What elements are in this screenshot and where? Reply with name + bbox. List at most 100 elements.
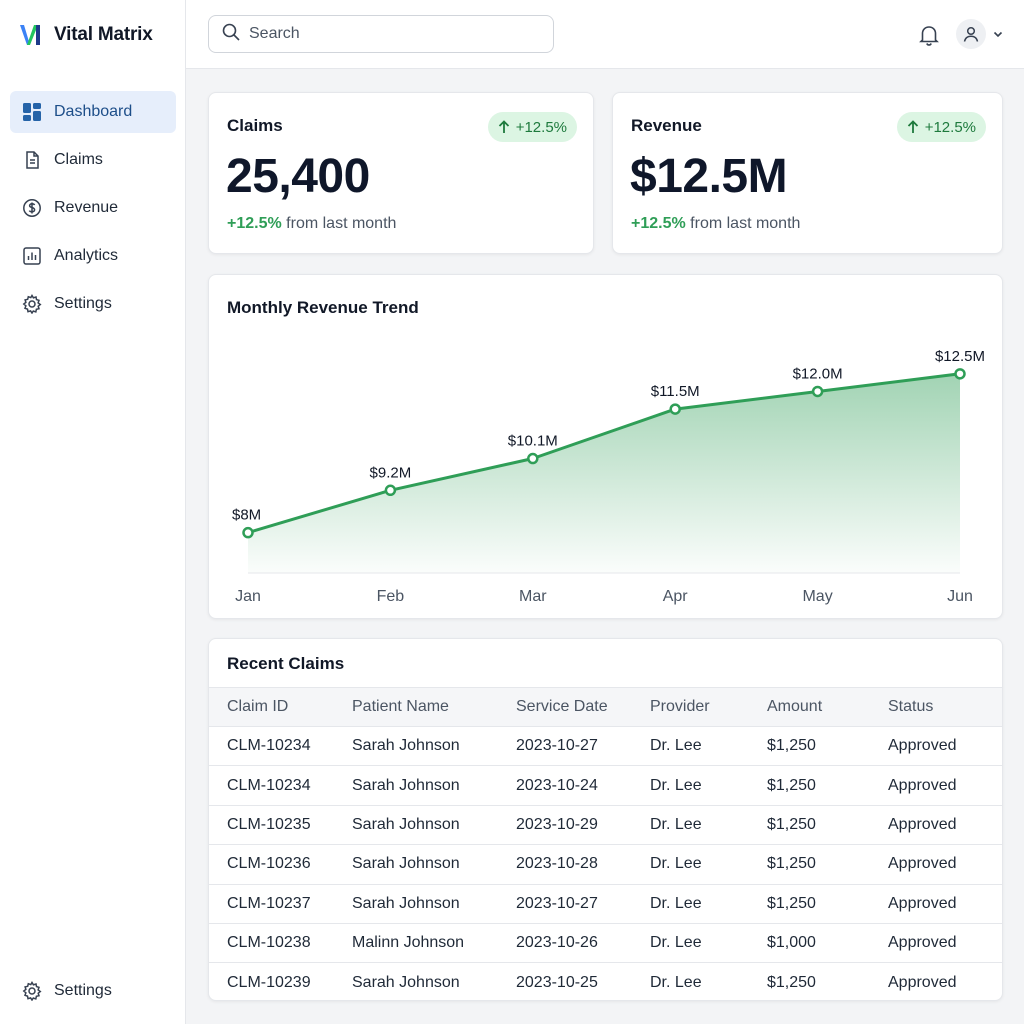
cell-service-date: 2023-10-29 <box>516 815 598 833</box>
data-label-may: $12.0M <box>793 365 843 382</box>
cell-amount: $1,250 <box>767 973 816 991</box>
sidebar-item-dashboard[interactable]: Dashboard <box>10 91 176 133</box>
brand[interactable]: Vital Matrix <box>18 20 153 50</box>
kpi-change-value: +12.5% <box>631 215 686 232</box>
cell-provider: Dr. Lee <box>650 815 702 833</box>
cell-amount: $1,250 <box>767 894 816 912</box>
gear-icon <box>22 981 42 1001</box>
arrow-up-icon <box>907 120 918 133</box>
cell-provider: Dr. Lee <box>650 973 702 991</box>
sidebar-item-analytics[interactable]: Analytics <box>10 235 176 277</box>
bell-icon[interactable] <box>916 22 942 48</box>
cell-claim-id: CLM-10237 <box>227 894 311 912</box>
chevron-down-icon <box>993 31 1003 38</box>
revenue-trend-card: Monthly Revenue Trend $8M Jan $9.2M Feb $10.… <box>208 274 1003 619</box>
column-header-status[interactable]: Status <box>888 698 934 715</box>
arrow-up-icon <box>498 120 509 133</box>
data-label-mar: $10.1M <box>508 433 558 450</box>
x-tick-label-mar: Mar <box>519 588 547 605</box>
sidebar-item-revenue[interactable]: Revenue <box>10 187 176 229</box>
kpi-change-value: +12.5% <box>227 215 282 232</box>
cell-status: Approved <box>888 894 957 912</box>
cell-status: Approved <box>888 815 957 833</box>
kpi-value: $12.5M <box>630 150 788 203</box>
document-icon <box>22 150 42 170</box>
trend-badge: +12.5% <box>487 112 577 142</box>
topbar <box>186 0 1024 69</box>
table-row[interactable]: CLM-10236 Sarah Johnson 2023-10-28 Dr. L… <box>209 845 1002 885</box>
cell-patient-name: Malinn Johnson <box>352 934 465 952</box>
data-label-feb: $9.2M <box>370 464 412 481</box>
sidebar-item-label: Revenue <box>54 199 119 216</box>
data-label-apr: $11.5M <box>651 383 700 400</box>
table-row[interactable]: CLM-10234 Sarah Johnson 2023-10-24 Dr. L… <box>209 766 1002 806</box>
x-tick-label-apr: Apr <box>663 588 689 605</box>
cell-patient-name: Sarah Johnson <box>352 815 460 833</box>
user-icon <box>963 26 979 42</box>
gear-icon <box>22 294 42 314</box>
table-row[interactable]: CLM-10238 Malinn Johnson 2023-10-26 Dr. … <box>209 923 1002 963</box>
cell-provider: Dr. Lee <box>650 737 702 755</box>
trend-badge-value: +12.5% <box>515 118 567 136</box>
trend-badge: +12.5% <box>896 112 986 142</box>
column-header-provider[interactable]: Provider <box>650 698 710 715</box>
kpi-change-suffix: from last month <box>281 215 397 232</box>
chart-title: Monthly Revenue Trend <box>227 298 419 317</box>
cell-amount: $1,250 <box>767 776 816 794</box>
column-header-service-date[interactable]: Service Date <box>516 698 608 715</box>
cell-amount: $1,250 <box>767 815 816 833</box>
cell-service-date: 2023-10-27 <box>516 894 598 912</box>
revenue-area-fill <box>248 373 960 573</box>
column-header-patient-name[interactable]: Patient Name <box>352 698 449 715</box>
x-tick-label-jan: Jan <box>235 588 261 605</box>
cell-patient-name: Sarah Johnson <box>352 855 460 873</box>
search-input[interactable] <box>249 25 539 43</box>
cell-status: Approved <box>888 973 957 991</box>
cell-amount: $1,000 <box>767 934 816 952</box>
data-point-jun <box>954 368 966 380</box>
cell-status: Approved <box>888 855 957 873</box>
sidebar-item-label: Dashboard <box>54 103 133 120</box>
cell-status: Approved <box>888 737 957 755</box>
data-label-jan: $8M <box>232 507 261 524</box>
sidebar-item-claims[interactable]: Claims <box>10 139 176 181</box>
trend-badge-value: +12.5% <box>924 118 976 136</box>
cell-status: Approved <box>888 934 957 952</box>
sidebar-item-settings[interactable]: Settings <box>10 283 176 325</box>
cell-provider: Dr. Lee <box>650 934 702 952</box>
cell-patient-name: Sarah Johnson <box>352 737 460 755</box>
table-row[interactable]: CLM-10235 Sarah Johnson 2023-10-29 Dr. L… <box>209 805 1002 845</box>
table-row[interactable]: CLM-10237 Sarah Johnson 2023-10-27 Dr. L… <box>209 884 1002 924</box>
sidebar-nav: Dashboard Claims Revenue <box>10 91 176 331</box>
table-row[interactable]: CLM-10234 Sarah Johnson 2023-10-27 Dr. L… <box>209 727 1002 766</box>
data-point-mar <box>527 452 539 465</box>
cell-provider: Dr. Lee <box>650 776 702 794</box>
dashboard-icon <box>22 102 42 122</box>
cell-amount: $1,250 <box>767 737 816 755</box>
x-tick-label-may: May <box>802 588 832 605</box>
column-header-claim-id[interactable]: Claim ID <box>227 698 289 715</box>
cell-claim-id: CLM-10234 <box>227 737 311 755</box>
data-point-feb <box>384 484 397 497</box>
cell-service-date: 2023-10-24 <box>516 776 598 794</box>
sidebar-item-label: Claims <box>54 151 103 168</box>
data-point-may <box>811 385 824 398</box>
column-header-amount[interactable]: Amount <box>767 698 823 715</box>
kpi-change-suffix: from last month <box>685 215 801 232</box>
cell-service-date: 2023-10-26 <box>516 934 598 952</box>
revenue-trend-chart: $8M Jan $9.2M Feb $10.1M Mar $11.5M Apr $12.0M Ma… <box>232 348 985 605</box>
user-menu[interactable] <box>956 19 1004 49</box>
cell-amount: $1,250 <box>767 855 816 873</box>
x-tick-label-feb: Feb <box>377 588 405 605</box>
dollar-icon <box>22 198 42 218</box>
sidebar-item-settings-bottom[interactable]: Settings <box>10 970 176 1012</box>
cell-service-date: 2023-10-25 <box>516 973 598 991</box>
cell-claim-id: CLM-10236 <box>227 855 311 873</box>
table-row[interactable]: CLM-10239 Sarah Johnson 2023-10-25 Dr. L… <box>209 963 1002 1000</box>
app-name: Vital Matrix <box>54 24 153 45</box>
cell-patient-name: Sarah Johnson <box>352 776 460 794</box>
vital-matrix-logo-icon <box>20 25 40 45</box>
search-box[interactable] <box>208 15 554 53</box>
claims-kpi-card: Claims +12.5% 25,400 +12.5% from last mo… <box>208 92 594 254</box>
kpi-title: Revenue <box>631 116 702 135</box>
